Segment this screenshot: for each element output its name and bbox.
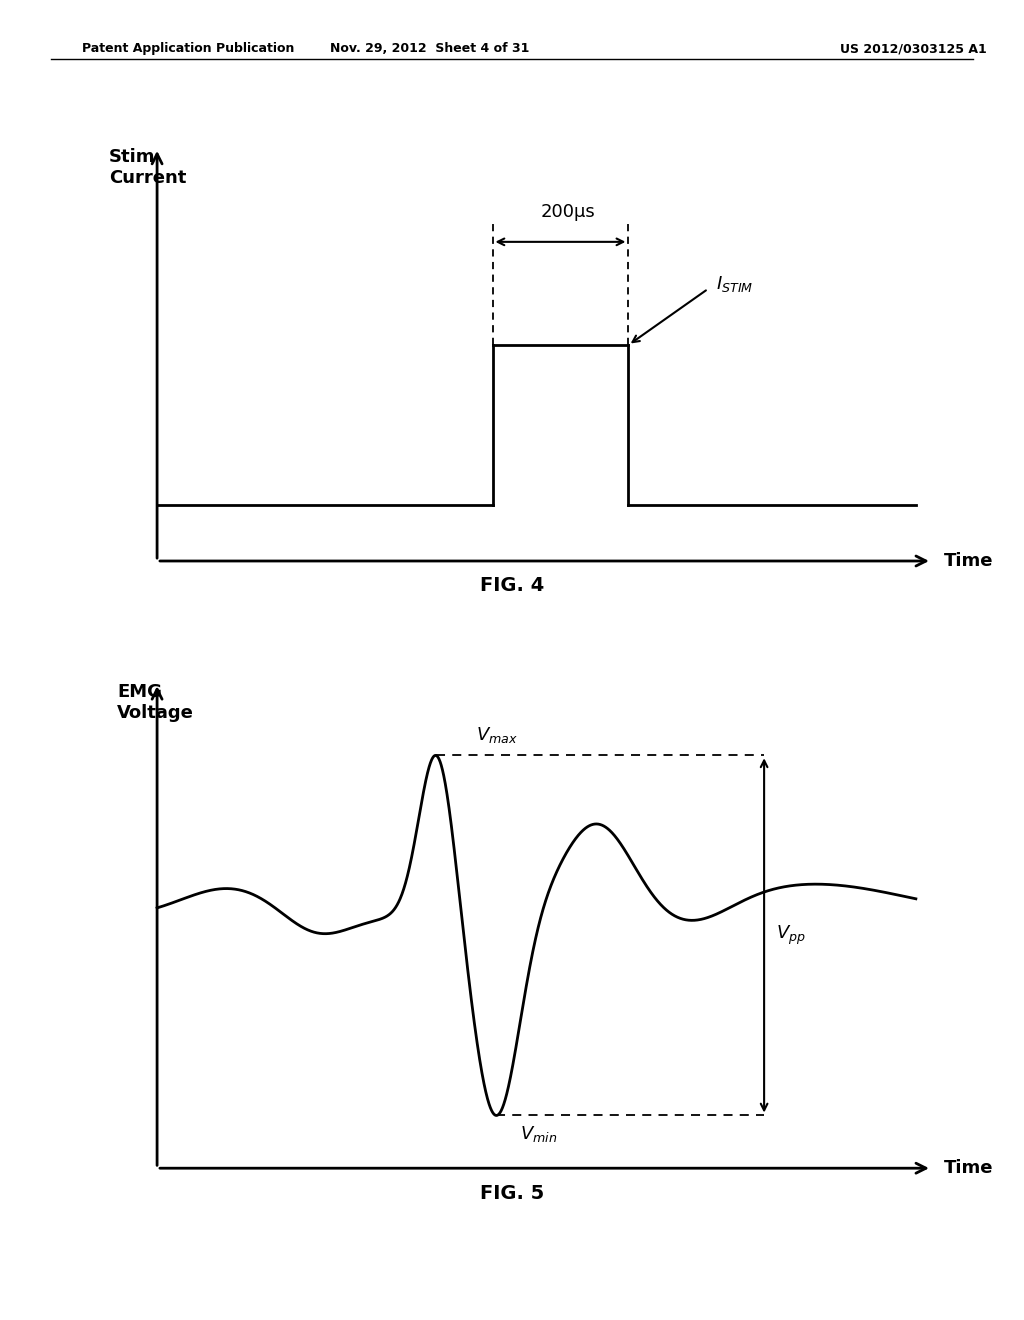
Text: $V_{pp}$: $V_{pp}$: [776, 924, 806, 946]
Text: Nov. 29, 2012  Sheet 4 of 31: Nov. 29, 2012 Sheet 4 of 31: [331, 42, 529, 55]
Text: Time: Time: [944, 552, 993, 570]
Text: Stim
Current: Stim Current: [110, 148, 186, 187]
Text: $V_{min}$: $V_{min}$: [520, 1123, 557, 1144]
Text: EMG
Voltage: EMG Voltage: [117, 684, 194, 722]
Text: $I_{STIM}$: $I_{STIM}$: [716, 275, 754, 294]
Text: Patent Application Publication: Patent Application Publication: [82, 42, 294, 55]
Text: 200μs: 200μs: [541, 203, 596, 222]
Text: US 2012/0303125 A1: US 2012/0303125 A1: [840, 42, 986, 55]
Text: $V_{max}$: $V_{max}$: [475, 726, 517, 746]
Text: FIG. 4: FIG. 4: [480, 576, 544, 594]
Text: Time: Time: [944, 1159, 993, 1177]
Text: FIG. 5: FIG. 5: [480, 1184, 544, 1203]
